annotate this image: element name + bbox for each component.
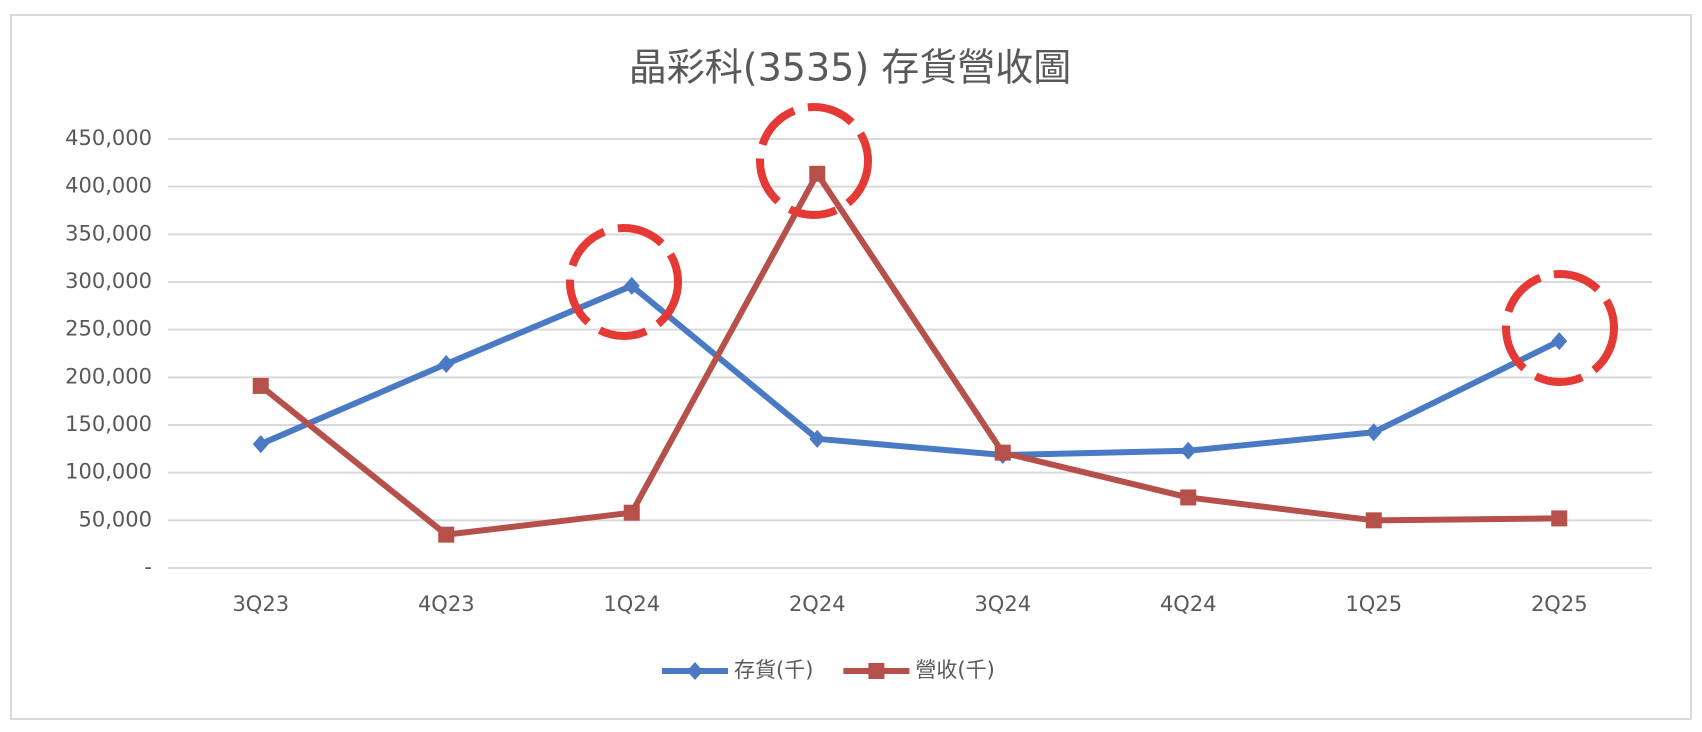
x-tick-label: 3Q23 [232, 592, 289, 616]
y-tick-label: 350,000 [65, 221, 152, 245]
y-tick-label: 400,000 [65, 174, 152, 198]
highlight-circles [566, 103, 1618, 386]
highlight-circle [1502, 270, 1618, 386]
legend: 存貨(千) 營收(千) [662, 658, 995, 682]
highlight-circle [566, 224, 682, 340]
legend-label: 存貨(千) [734, 658, 813, 682]
marker [1365, 512, 1382, 529]
series-line [259, 282, 1561, 459]
legend-item: 存貨(千) [662, 658, 813, 682]
y-tick-label: 250,000 [65, 317, 152, 341]
marker [623, 276, 640, 295]
marker [868, 663, 885, 679]
x-tick-label: 3Q24 [974, 592, 1031, 616]
x-tick-label: 1Q24 [603, 592, 660, 616]
y-tick-label: 150,000 [65, 412, 152, 436]
x-tick-label: 1Q25 [1345, 592, 1402, 616]
x-tick-label: 4Q23 [418, 592, 475, 616]
marker [252, 377, 269, 394]
y-tick-label: 450,000 [65, 126, 152, 150]
marker [623, 504, 640, 521]
marker [994, 444, 1011, 461]
marker [687, 662, 703, 680]
y-tick-label: 200,000 [65, 364, 152, 388]
series-line [258, 170, 1560, 538]
y-tick-label: 50,000 [79, 507, 152, 531]
y-tick-label: - [144, 555, 152, 579]
legend-item: 營收(千) [843, 658, 995, 682]
marker [1180, 441, 1197, 460]
y-tick-label: 100,000 [65, 460, 152, 484]
chart-frame [10, 14, 1692, 720]
marker [252, 435, 269, 454]
x-tick-label: 4Q24 [1160, 592, 1217, 616]
marker [809, 429, 826, 448]
marker [1365, 423, 1382, 442]
y-tick-label: 300,000 [65, 269, 152, 293]
marker [438, 354, 455, 373]
plot-area: - 50,000 100,000 150,000 200,000 250,000 300,0… [65, 126, 1652, 616]
x-tick-label: 2Q25 [1531, 592, 1588, 616]
marker [438, 526, 455, 543]
legend-label: 營收(千) [915, 658, 994, 682]
marker [1180, 489, 1197, 506]
highlight-circle [756, 103, 872, 219]
marker [1551, 332, 1568, 351]
marker [1551, 510, 1568, 527]
chart-title: 晶彩科(3535) 存貨營收圖 [629, 46, 1071, 90]
marker [809, 165, 826, 182]
x-tick-label: 2Q24 [789, 592, 846, 616]
